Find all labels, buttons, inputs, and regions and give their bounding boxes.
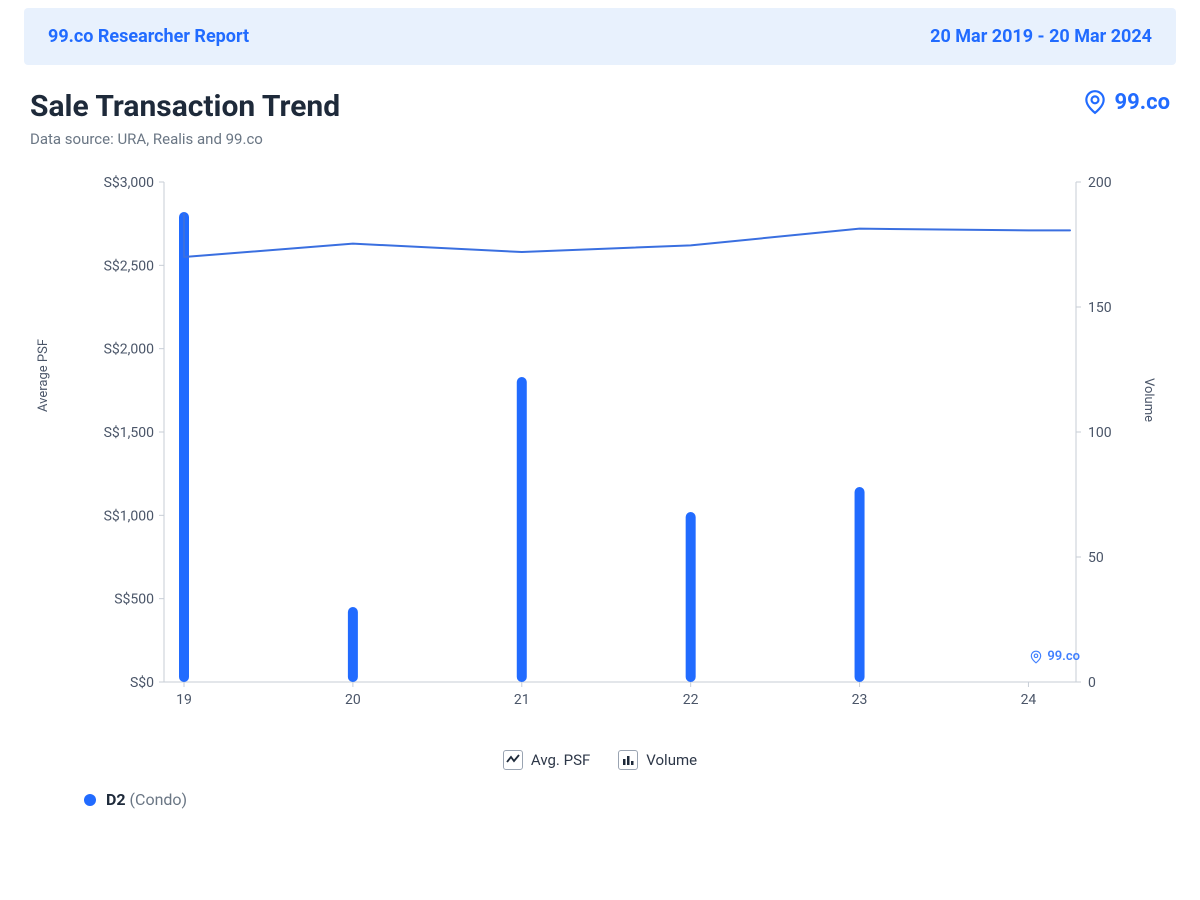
volume-bar bbox=[348, 607, 358, 682]
line-chart-icon bbox=[503, 750, 523, 770]
y-left-tick: S$2,000 bbox=[104, 341, 155, 358]
y-right-tick: 50 bbox=[1088, 550, 1104, 566]
y-right-tick: 100 bbox=[1088, 425, 1112, 441]
x-tick: 20 bbox=[345, 692, 361, 708]
page-title: Sale Transaction Trend bbox=[30, 89, 340, 124]
y-right-tick: 150 bbox=[1088, 300, 1112, 316]
brand-text: 99.co bbox=[1114, 90, 1170, 115]
series-type: (Condo) bbox=[130, 790, 188, 809]
report-header: 99.co Researcher Report 20 Mar 2019 - 20… bbox=[24, 8, 1176, 65]
y-axis-left-label: Average PSF bbox=[36, 339, 51, 412]
y-right-tick: 0 bbox=[1088, 675, 1096, 691]
y-left-tick: S$1,000 bbox=[104, 507, 155, 524]
y-axis-right-label: Volume bbox=[1141, 378, 1156, 422]
page-subtitle: Data source: URA, Realis and 99.co bbox=[30, 130, 340, 148]
x-tick: 23 bbox=[852, 692, 868, 708]
volume-bar bbox=[179, 212, 189, 682]
avg-psf-line bbox=[184, 214, 1070, 257]
legend-bar-label: Volume bbox=[646, 751, 697, 769]
y-left-tick: S$2,500 bbox=[104, 257, 155, 274]
series-legend: D2 (Condo) bbox=[84, 790, 1136, 809]
y-left-tick: S$0 bbox=[130, 674, 154, 691]
volume-bar bbox=[517, 377, 527, 682]
chart-svg: S$0 S$500 S$1,000 S$1,500 S$2,000 S$2,500 S$3,… bbox=[64, 172, 1136, 732]
y-left-tick: S$500 bbox=[114, 591, 154, 608]
chart-watermark: 99.co bbox=[1029, 649, 1080, 664]
map-pin-icon bbox=[1082, 89, 1108, 115]
legend-line-label: Avg. PSF bbox=[531, 751, 590, 769]
volume-bar bbox=[855, 487, 865, 682]
series-dot-icon bbox=[84, 794, 96, 806]
chart-legend: Avg. PSF Volume bbox=[24, 750, 1176, 770]
report-title-left: 99.co Researcher Report bbox=[48, 26, 249, 47]
y-left-tick: S$1,500 bbox=[104, 424, 155, 441]
legend-volume: Volume bbox=[618, 750, 697, 770]
legend-avg-psf: Avg. PSF bbox=[503, 750, 590, 770]
title-block: Sale Transaction Trend Data source: URA,… bbox=[30, 89, 340, 148]
map-pin-icon bbox=[1029, 650, 1043, 664]
report-date-range: 20 Mar 2019 - 20 Mar 2024 bbox=[930, 26, 1152, 47]
bar-chart-icon bbox=[618, 750, 638, 770]
brand-logo: 99.co bbox=[1082, 89, 1170, 115]
title-row: Sale Transaction Trend Data source: URA,… bbox=[24, 65, 1176, 148]
series-code: D2 bbox=[106, 790, 126, 809]
volume-bar bbox=[686, 512, 696, 682]
chart-container: Average PSF Volume S$0S$500S$1,000S$1,50… bbox=[64, 172, 1136, 732]
x-tick: 24 bbox=[1021, 692, 1037, 708]
x-tick: 22 bbox=[683, 692, 699, 708]
x-tick: 19 bbox=[176, 692, 192, 708]
x-tick: 21 bbox=[514, 692, 530, 708]
watermark-text: 99.co bbox=[1047, 649, 1080, 664]
y-right-tick: 200 bbox=[1088, 175, 1112, 191]
y-left-tick: S$3,000 bbox=[104, 174, 155, 191]
